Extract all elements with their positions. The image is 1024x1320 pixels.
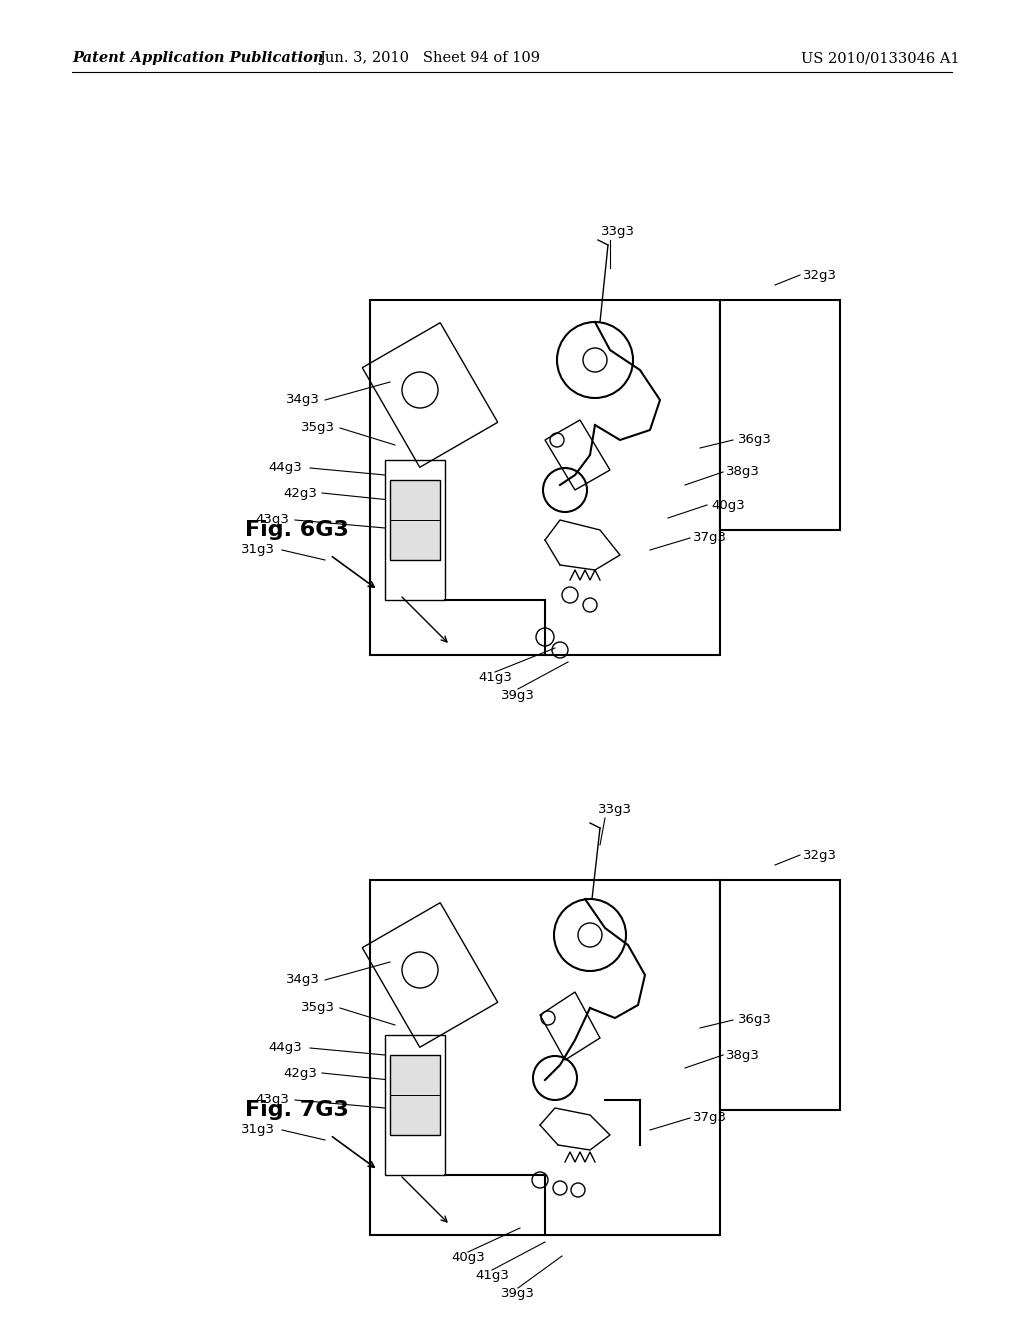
Text: 31g3: 31g3: [241, 544, 275, 557]
Text: Fig. 7G3: Fig. 7G3: [245, 1100, 349, 1119]
Text: 37g3: 37g3: [693, 532, 727, 544]
Bar: [390, 480, 440, 560]
Text: 36g3: 36g3: [738, 1014, 772, 1027]
Bar: [390, 1055, 440, 1135]
Text: 42g3: 42g3: [283, 487, 317, 499]
Text: 39g3: 39g3: [501, 689, 535, 701]
Text: 41g3: 41g3: [475, 1270, 509, 1283]
Bar: [720, 300, 840, 531]
Text: 43g3: 43g3: [255, 513, 289, 527]
Text: 44g3: 44g3: [268, 462, 302, 474]
Text: 41g3: 41g3: [478, 672, 512, 685]
Text: 31g3: 31g3: [241, 1123, 275, 1137]
Text: 40g3: 40g3: [711, 499, 744, 511]
Text: 39g3: 39g3: [501, 1287, 535, 1300]
Text: US 2010/0133046 A1: US 2010/0133046 A1: [802, 51, 961, 65]
Text: 44g3: 44g3: [268, 1041, 302, 1055]
Text: 40g3: 40g3: [452, 1251, 485, 1265]
Bar: [720, 880, 840, 1110]
Text: 36g3: 36g3: [738, 433, 772, 446]
Text: 34g3: 34g3: [286, 393, 319, 407]
Text: 35g3: 35g3: [301, 421, 335, 434]
Text: 42g3: 42g3: [283, 1067, 317, 1080]
Bar: [385, 459, 445, 601]
Text: 37g3: 37g3: [693, 1111, 727, 1125]
Text: 35g3: 35g3: [301, 1002, 335, 1015]
Bar: [385, 1035, 445, 1175]
Text: 32g3: 32g3: [803, 268, 837, 281]
Text: Jun. 3, 2010   Sheet 94 of 109: Jun. 3, 2010 Sheet 94 of 109: [319, 51, 541, 65]
Text: 33g3: 33g3: [598, 804, 632, 817]
Text: 38g3: 38g3: [726, 466, 760, 479]
Bar: [370, 300, 720, 655]
Text: 34g3: 34g3: [286, 974, 319, 986]
Text: 32g3: 32g3: [803, 849, 837, 862]
Text: Patent Application Publication: Patent Application Publication: [72, 51, 324, 65]
Text: Fig. 6G3: Fig. 6G3: [245, 520, 349, 540]
Text: 43g3: 43g3: [255, 1093, 289, 1106]
Text: 38g3: 38g3: [726, 1048, 760, 1061]
Text: 33g3: 33g3: [601, 226, 635, 239]
Bar: [370, 880, 720, 1236]
